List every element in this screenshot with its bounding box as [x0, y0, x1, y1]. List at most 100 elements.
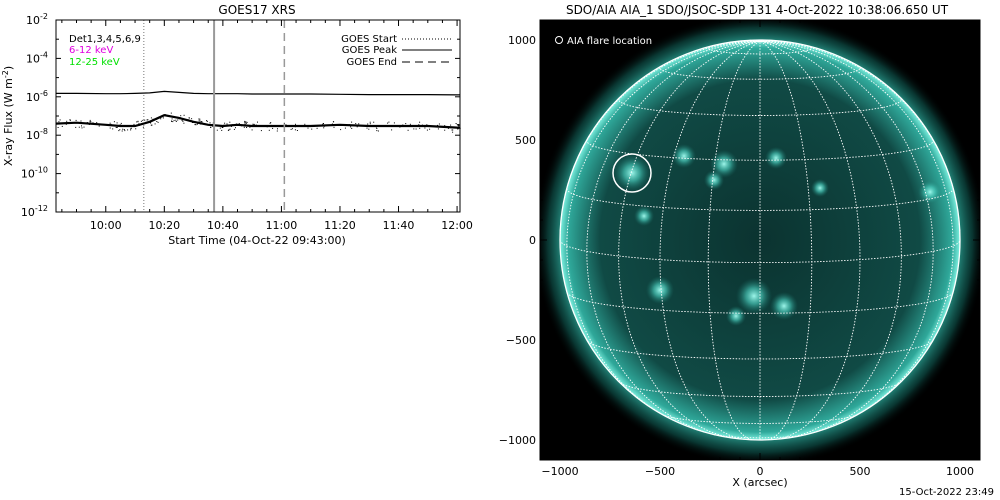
goes-noise-point [419, 121, 421, 123]
goes-noise-point [58, 123, 60, 124]
goes-noise-point [150, 122, 152, 124]
aia-x-axis: −1000 −500 0 500 1000 [541, 20, 974, 478]
longitude-line [659, 40, 761, 440]
goes-noise-point [90, 121, 92, 123]
goes-marker-layer [143, 20, 286, 212]
goes-noise-point [356, 126, 358, 128]
goes-noise-point [142, 123, 143, 125]
goes-noise-point [351, 127, 353, 129]
goes-noise-point [157, 121, 159, 123]
goes-noise-point [223, 124, 225, 126]
goes-series-line [55, 114, 460, 129]
goes-y-tick-exponent: -4 [40, 50, 48, 59]
goes-noise-point [151, 124, 153, 126]
goes-noise-point [260, 130, 262, 132]
goes-noise-point [355, 123, 357, 125]
goes-noise-point [146, 119, 148, 121]
goes-noise-point [171, 120, 173, 122]
goes-noise-point [294, 126, 296, 128]
goes-noise-point [162, 117, 164, 119]
goes-noise-point [184, 118, 185, 120]
goes-noise-point [294, 129, 296, 131]
legend-detectors: Det1,3,4,5,6,9 [69, 34, 141, 45]
goes-noise-point [230, 125, 232, 127]
goes-noise-point [285, 124, 287, 126]
goes-noise-point [118, 130, 120, 132]
goes-noise-point [299, 125, 301, 127]
flare-legend-label: AIA flare location [567, 36, 652, 47]
goes-noise-point [323, 125, 325, 127]
goes-noise-point [69, 119, 71, 121]
goes-noise-point [212, 125, 214, 127]
goes-noise-point [173, 116, 175, 117]
goes-noise-point [194, 124, 196, 126]
goes-noise-point [198, 118, 200, 120]
goes-noise-point [323, 127, 325, 129]
goes-noise-point [130, 127, 132, 129]
goes-x-tick-label: 10:40 [207, 219, 239, 232]
goes-noise-point [130, 129, 132, 131]
goes-noise-point [171, 118, 173, 120]
goes-x-tick-label: 12:00 [441, 219, 473, 232]
goes-noise-point [245, 122, 247, 124]
goes-noise-point [177, 119, 179, 121]
goes-noise-point [144, 119, 146, 121]
goes-noise-point [426, 124, 428, 126]
goes-noise-point [270, 124, 272, 126]
goes-noise-point [58, 121, 60, 123]
goes-noise-point [152, 118, 154, 120]
goes-noise-point [75, 119, 77, 121]
goes-noise-point [224, 124, 226, 126]
longitude-line [759, 40, 954, 425]
goes-noise-point [399, 126, 401, 128]
goes-noise-point [199, 118, 201, 120]
flare-location-circle [612, 153, 652, 193]
goes-y-tick-exponent: -6 [40, 89, 48, 98]
goes-noise-point [269, 122, 271, 124]
goes-noise-point [290, 128, 292, 130]
goes-series-line [56, 90, 460, 96]
goes-noise-point [227, 129, 229, 131]
active-region-glow [736, 278, 772, 314]
goes-noise-point [441, 126, 443, 128]
goes-noise-point [310, 125, 312, 127]
goes-noise-point [175, 121, 177, 122]
goes-y-tick-label: 10-6 [26, 89, 48, 104]
goes-noise-point [150, 124, 152, 126]
goes-noise-point [402, 124, 404, 126]
longitude-line [566, 40, 761, 425]
latitude-line [587, 341, 933, 360]
goes-noise-point [188, 117, 190, 119]
goes-noise-point [340, 129, 342, 131]
goes-noise-point [255, 124, 257, 126]
goes-noise-point [251, 129, 253, 131]
active-region-glow [646, 276, 674, 304]
goes-noise-point [193, 121, 194, 123]
goes-noise-point [66, 120, 68, 122]
goes-noise-point [136, 121, 138, 123]
goes-noise-point [437, 128, 439, 130]
goes-noise-point [140, 120, 142, 122]
aia-image: AIA flare location [540, 20, 980, 460]
goes-y-label-close: ) [2, 66, 15, 70]
goes-noise-point [183, 114, 185, 116]
goes-noise-point [244, 120, 246, 122]
goes-noise-point [150, 117, 152, 119]
goes-y-tick-exponent: -2 [40, 12, 48, 21]
goes-noise-point [160, 118, 162, 120]
goes-noise-point [199, 123, 201, 125]
goes-noise-point [219, 127, 221, 129]
goes-noise-point [109, 127, 111, 129]
goes-noise-point [350, 126, 352, 128]
goes-noise-point [358, 123, 360, 125]
goes-noise-point [229, 128, 231, 130]
goes-y-tick-label: 10-2 [26, 12, 48, 27]
goes-noise-point [89, 121, 91, 123]
goes-noise-point [283, 122, 285, 124]
goes-noise-point [88, 124, 90, 125]
goes-noise-point [458, 124, 460, 125]
solar-limb [559, 39, 961, 441]
goes-noise-point [116, 127, 118, 128]
active-region-glow [614, 155, 650, 191]
goes-noise-point [159, 117, 161, 119]
